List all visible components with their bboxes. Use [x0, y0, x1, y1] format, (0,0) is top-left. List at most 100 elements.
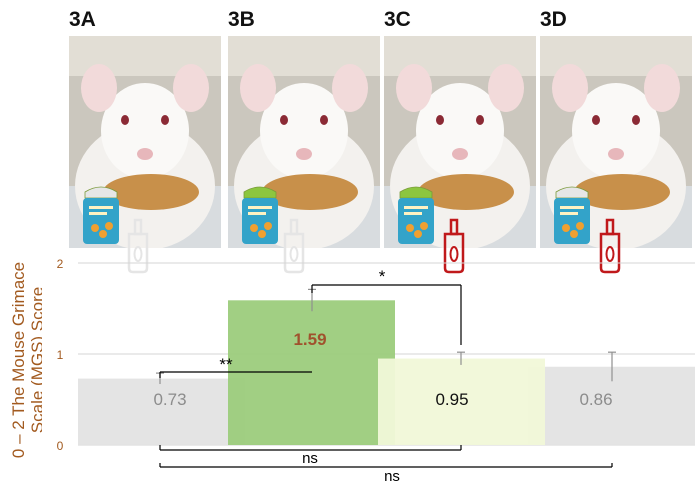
mouse-ear-right: [488, 64, 524, 112]
bottle-drop: [133, 246, 143, 262]
bottle-body: [127, 232, 149, 274]
bar-value-label: 0.95: [435, 390, 468, 409]
jar-body: [83, 198, 119, 244]
peanut-dot: [414, 230, 422, 238]
panel-label: 3A: [69, 8, 96, 31]
y-axis-label: 0 – 2 The Mouse Grimace Scale (MGS) Scor…: [12, 262, 42, 458]
significance-label: ns: [384, 468, 400, 485]
mouse-eye-right: [320, 115, 328, 125]
peanut-butter: [262, 174, 358, 210]
bottle-neck: [449, 218, 459, 236]
mouse-nose: [137, 148, 153, 160]
hot-sauce-bottle-icon: [127, 218, 149, 274]
jar-label-line: [404, 212, 422, 215]
mouse-photo-3d: [540, 36, 692, 248]
bottle-drop: [605, 246, 615, 262]
y-axis-label-line2: Scale (MGS) Score: [28, 287, 42, 433]
peanut-butter-jar-icon: [83, 186, 119, 244]
mouse-ear-right: [644, 64, 680, 112]
peanut-dot: [570, 230, 578, 238]
mouse-nose: [296, 148, 312, 160]
bottle-body: [443, 232, 465, 274]
bottle-drop: [449, 246, 459, 262]
peanut-butter-jar-icon: [242, 186, 278, 244]
hot-sauce-bottle-icon: [443, 218, 465, 274]
significance-label: *: [379, 267, 386, 286]
bar-3a: [78, 378, 245, 445]
bottle-neck: [289, 218, 299, 236]
bottle-body: [283, 232, 305, 274]
panel-label: 3C: [384, 8, 411, 31]
mouse-ear-right: [332, 64, 368, 112]
peanut-butter: [574, 174, 670, 210]
mouse-eye-right: [161, 115, 169, 125]
peanut-dot: [99, 230, 107, 238]
peanut-dot: [420, 222, 428, 230]
jar-body: [242, 198, 278, 244]
jar-label-line: [89, 206, 113, 209]
bottle-body: [599, 232, 621, 274]
peanut-butter-jar-icon: [554, 186, 590, 244]
y-tick-label: 1: [57, 348, 64, 362]
mouse-nose: [452, 148, 468, 160]
mouse-photo-3b: [228, 36, 380, 248]
bottle-drop: [289, 246, 299, 262]
bar-value-label: 1.59: [293, 330, 326, 349]
bar-3b: [228, 300, 395, 445]
mouse-ear-right: [173, 64, 209, 112]
jar-lid: [399, 186, 433, 199]
mouse-head: [572, 83, 660, 179]
jar-label-line: [248, 212, 266, 215]
jar-label-line: [560, 206, 584, 209]
mouse-eye-left: [436, 115, 444, 125]
mouse-eye-left: [121, 115, 129, 125]
peanut-butter-jar-icon: [398, 186, 434, 244]
y-tick-label: 2: [57, 257, 64, 271]
mouse-ear-left: [81, 64, 117, 112]
y-axis-label-line1: 0 – 2 The Mouse Grimace: [12, 262, 28, 458]
mouse-ear-left: [240, 64, 276, 112]
significance-label: ns: [302, 450, 318, 467]
mouse-eye-left: [280, 115, 288, 125]
jar-label-line: [89, 212, 107, 215]
peanut-dot: [562, 224, 570, 232]
peanut-dot: [576, 222, 584, 230]
jar-body: [554, 198, 590, 244]
jar-label-line: [560, 212, 578, 215]
bottle-neck: [133, 218, 143, 236]
mouse-photo-3c: [384, 36, 536, 248]
panel-label: 3B: [228, 8, 255, 31]
jar-label-line: [248, 206, 272, 209]
mouse-ear-left: [552, 64, 588, 112]
peanut-dot: [105, 222, 113, 230]
peanut-dot: [91, 224, 99, 232]
jar-lid: [84, 186, 118, 199]
hot-sauce-bottle-icon: [283, 218, 305, 274]
panel-label: 3D: [540, 8, 567, 31]
jar-lid: [243, 186, 277, 199]
peanut-butter: [418, 174, 514, 210]
mouse-head: [416, 83, 504, 179]
jar-body: [398, 198, 434, 244]
bottle-neck: [605, 218, 615, 236]
mouse-eye-right: [632, 115, 640, 125]
bar-value-label: 0.73: [153, 390, 186, 409]
mouse-eye-left: [592, 115, 600, 125]
mouse-ear-left: [396, 64, 432, 112]
peanut-dot: [264, 222, 272, 230]
peanut-butter: [103, 174, 199, 210]
significance-label: **: [219, 355, 233, 374]
mouse-nose: [608, 148, 624, 160]
y-tick-label: 0: [57, 439, 64, 453]
mouse-eye-right: [476, 115, 484, 125]
jar-label-line: [404, 206, 428, 209]
peanut-dot: [258, 230, 266, 238]
mouse-head: [260, 83, 348, 179]
bar-value-label: 0.86: [579, 390, 612, 409]
bar-3c: [378, 358, 545, 445]
peanut-dot: [250, 224, 258, 232]
hot-sauce-bottle-icon: [599, 218, 621, 274]
mouse-photo-3a: [69, 36, 221, 248]
mouse-head: [101, 83, 189, 179]
